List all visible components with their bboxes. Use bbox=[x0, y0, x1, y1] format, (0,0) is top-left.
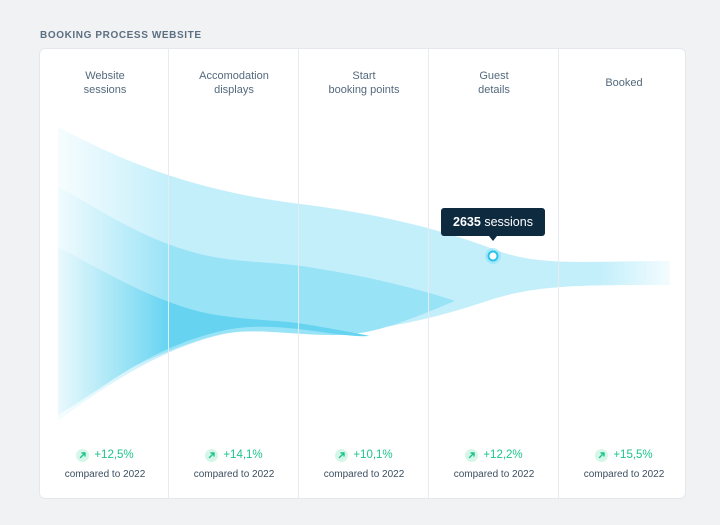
stage-label-accomodation-displays: Accomodation displays bbox=[199, 70, 269, 96]
funnel-card: Website sessions Accomodation displays S… bbox=[39, 48, 686, 499]
stage-label-guest-details: Guest details bbox=[478, 70, 510, 96]
arrow-up-right-icon bbox=[205, 448, 219, 462]
stage-divider bbox=[558, 49, 559, 498]
change-value: +12,5% bbox=[94, 449, 134, 461]
stat-website-sessions: +12,5% compared to 2022 bbox=[40, 447, 170, 480]
funnel-chart bbox=[40, 109, 685, 439]
stage-divider bbox=[298, 49, 299, 498]
compare-label: compared to 2022 bbox=[583, 469, 665, 480]
change-value: +12,2% bbox=[483, 449, 523, 461]
arrow-up-right-icon bbox=[595, 448, 609, 462]
change-value: +14,1% bbox=[223, 449, 263, 461]
compare-label: compared to 2022 bbox=[193, 469, 275, 480]
stage-divider bbox=[168, 49, 169, 498]
tooltip-value: 2635 bbox=[453, 215, 481, 229]
sessions-tooltip: 2635 sessions bbox=[441, 208, 545, 241]
stat-guest-details: +12,2% compared to 2022 bbox=[429, 447, 559, 480]
page-title: BOOKING PROCESS WEBSITE bbox=[40, 30, 202, 41]
stage-label-booked: Booked bbox=[605, 77, 643, 89]
arrow-up-right-icon bbox=[335, 448, 349, 462]
stat-booked: +15,5% compared to 2022 bbox=[559, 447, 685, 480]
funnel-fade-right bbox=[600, 249, 685, 299]
stage-label-start-booking-points: Start booking points bbox=[328, 70, 400, 96]
stat-start-booking-points: +10,1% compared to 2022 bbox=[299, 447, 429, 480]
arrow-up-right-icon bbox=[76, 448, 90, 462]
stage-divider bbox=[428, 49, 429, 498]
change-value: +10,1% bbox=[353, 449, 393, 461]
funnel-fade-left bbox=[40, 109, 170, 439]
funnel-band-outer bbox=[58, 127, 670, 421]
stage-label-website-sessions: Website sessions bbox=[83, 70, 127, 96]
arrow-up-right-icon bbox=[465, 448, 479, 462]
change-value: +15,5% bbox=[613, 449, 653, 461]
highlight-point bbox=[487, 250, 499, 262]
compare-label: compared to 2022 bbox=[453, 469, 535, 480]
compare-label: compared to 2022 bbox=[64, 469, 146, 480]
tooltip-unit: sessions bbox=[484, 215, 533, 229]
compare-label: compared to 2022 bbox=[323, 469, 405, 480]
stat-accomodation-displays: +14,1% compared to 2022 bbox=[169, 447, 299, 480]
